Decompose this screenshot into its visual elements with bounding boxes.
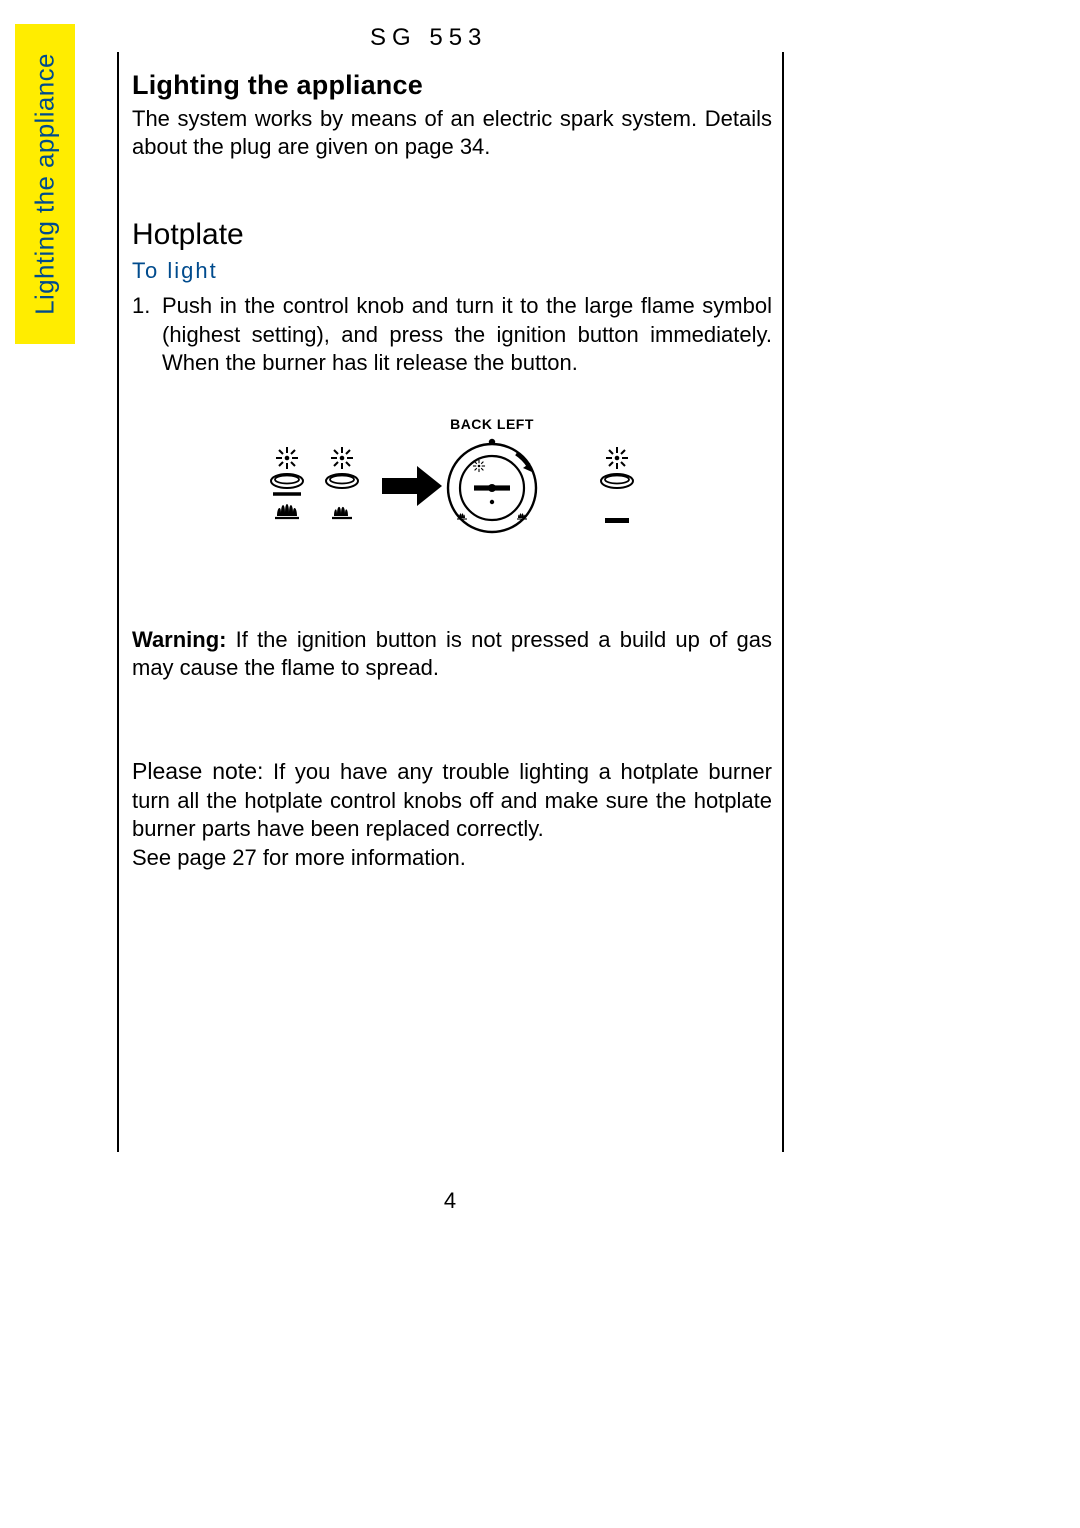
content-column: Lighting the appliance The system works … [132, 52, 772, 873]
column-border-right [782, 52, 784, 1152]
note-paragraph: Please note: If you have any trouble lig… [132, 757, 772, 873]
section-title: Lighting the appliance [132, 70, 772, 101]
knob-diagram-svg [247, 418, 657, 578]
warning-text: If the ignition button is not pressed a … [132, 627, 772, 681]
warning-lead: Warning: [132, 627, 227, 652]
column-border-left [117, 52, 119, 1152]
diagram-label: BACK LEFT [432, 416, 552, 432]
side-tab: Lighting the appliance [15, 24, 75, 344]
hotplate-title: Hotplate [132, 218, 772, 252]
step-number: 1. [132, 292, 162, 378]
step-1: 1. Push in the control knob and turn it … [132, 292, 772, 378]
step-text: Push in the control knob and turn it to … [162, 292, 772, 378]
page-number: 4 [0, 1188, 900, 1214]
note-see-more: See page 27 for more information. [132, 845, 466, 870]
note-lead: Please note: [132, 758, 263, 784]
model-header: SG 553 [370, 24, 487, 52]
section-intro: The system works by means of an electric… [132, 105, 772, 160]
knob-diagram: BACK LEFT [247, 418, 657, 578]
hotplate-subhead: To light [132, 258, 772, 284]
warning-paragraph: Warning: If the ignition button is not p… [132, 626, 772, 683]
side-tab-label: Lighting the appliance [30, 53, 61, 315]
